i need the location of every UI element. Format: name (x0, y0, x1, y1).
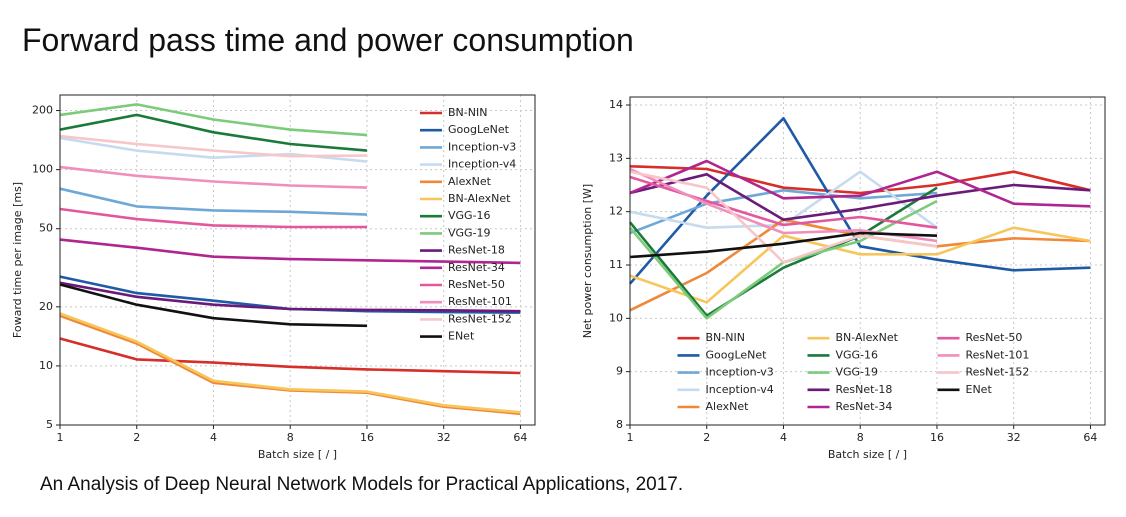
legend-label: BN-NIN (706, 331, 745, 344)
series-line (59, 187, 368, 216)
legend-label: ENet (966, 383, 993, 396)
x-tick-label: 32 (437, 431, 451, 444)
series-line (59, 165, 368, 189)
x-tick-label: 2 (703, 431, 710, 444)
series-line (59, 238, 521, 265)
legend-label: Inception-v3 (706, 366, 774, 379)
x-tick-label: 4 (210, 431, 217, 444)
y-tick-label: 50 (39, 222, 53, 235)
legend-label: GoogLeNet (706, 348, 768, 361)
x-axis-label: Batch size [ / ] (258, 448, 337, 461)
slide-caption: An Analysis of Deep Neural Network Model… (40, 474, 684, 495)
y-tick-label: 12 (609, 205, 623, 218)
x-tick-label: 1 (627, 431, 634, 444)
legend-label: ResNet-34 (836, 400, 893, 413)
series-line (629, 165, 1091, 195)
legend-label: ResNet-18 (448, 244, 505, 257)
x-axis-label: Batch size [ / ] (828, 448, 907, 461)
series-line (629, 189, 938, 235)
series-line (629, 117, 1091, 285)
plot-frame (629, 96, 1106, 426)
x-tick-label: 2 (133, 431, 140, 444)
legend-label: ENet (448, 330, 475, 343)
legend-label: ResNet-152 (966, 366, 1030, 379)
x-tick-label: 16 (360, 431, 374, 444)
legend-label: ResNet-50 (966, 331, 1023, 344)
legend-label: AlexNet (448, 175, 492, 188)
legend-label: BN-AlexNet (836, 331, 899, 344)
legend-label: ResNet-34 (448, 261, 505, 274)
series-line (629, 231, 938, 259)
series-line (59, 281, 521, 313)
series-line (59, 103, 368, 137)
y-tick-label: 10 (609, 311, 623, 324)
y-tick-label: 100 (32, 163, 53, 176)
legend-label: ResNet-101 (966, 348, 1030, 361)
y-tick-label: 13 (609, 151, 623, 164)
y-tick-label: 200 (32, 104, 53, 117)
plot-frame (59, 94, 536, 426)
x-tick-label: 16 (930, 431, 944, 444)
legend-label: BN-NIN (448, 106, 487, 119)
series-line (59, 283, 368, 328)
legend-label: VGG-19 (836, 366, 879, 379)
legend-label: Inception-v3 (448, 140, 516, 153)
legend-label: ResNet-152 (448, 312, 512, 325)
series-line (59, 312, 521, 414)
legend-label: AlexNet (706, 400, 750, 413)
x-tick-label: 64 (1083, 431, 1097, 444)
series-line (59, 207, 367, 229)
y-tick-label: 8 (616, 418, 623, 431)
y-tick-label: 20 (39, 300, 53, 313)
x-tick-label: 4 (780, 431, 787, 444)
x-tick-label: 32 (1007, 431, 1021, 444)
legend-label: BN-AlexNet (448, 192, 511, 205)
legend-label: VGG-16 (448, 209, 491, 222)
legend-label: GoogLeNet (448, 123, 510, 136)
legend-label: ResNet-101 (448, 295, 512, 308)
legend-label: VGG-19 (448, 226, 491, 239)
legend-label: VGG-16 (836, 348, 879, 361)
legend-label: ResNet-18 (836, 383, 893, 396)
y-tick-label: 9 (616, 365, 623, 378)
y-tick-label: 14 (609, 98, 623, 111)
series-line (629, 159, 1091, 208)
series-line (629, 170, 938, 264)
series-line (59, 113, 368, 152)
y-tick-label: 5 (46, 418, 53, 431)
series-line (59, 337, 521, 375)
legend-label: Inception-v4 (448, 158, 516, 171)
y-tick-label: 10 (39, 359, 53, 372)
y-axis-label: Foward time per image [ms] (11, 182, 24, 338)
series-line (629, 173, 1091, 221)
y-tick-label: 11 (609, 258, 623, 271)
series-line (629, 226, 1091, 304)
x-tick-label: 1 (57, 431, 64, 444)
x-tick-label: 8 (287, 431, 294, 444)
series-line (59, 134, 368, 158)
legend-label: ResNet-50 (448, 278, 505, 291)
slide-title: Forward pass time and power consumption (22, 22, 634, 58)
legend-label: Inception-v4 (706, 383, 774, 396)
y-axis-label: Net power consumption [W] (581, 184, 594, 338)
x-tick-label: 8 (857, 431, 864, 444)
x-tick-label: 64 (513, 431, 527, 444)
